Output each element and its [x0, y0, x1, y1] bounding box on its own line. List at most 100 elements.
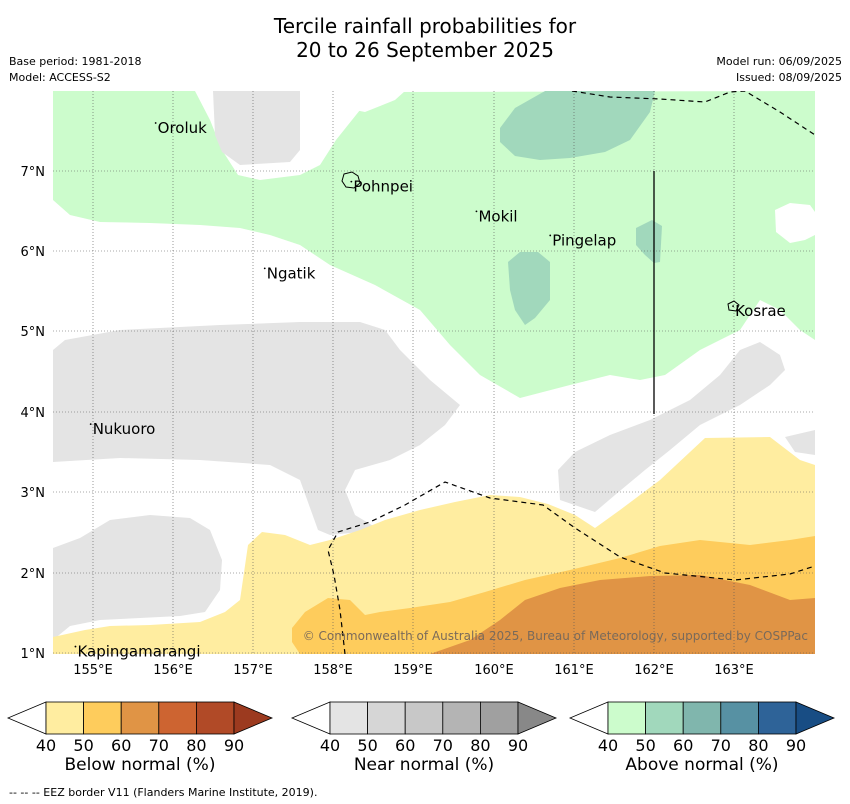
lon-tick-label: 163°E: [714, 663, 754, 678]
colorbar-tick-label: 80: [470, 736, 490, 755]
lon-tick-label: 162°E: [634, 663, 674, 678]
rainfall-map: Oroluk Pohnpei Ngatik Mokil Pingelap Kosrae Nu…: [21, 91, 815, 678]
colorbar-tick-label: 50: [635, 736, 655, 755]
near-normal-colorbar-label: Near normal (%): [353, 755, 495, 775]
colorbar-max-extend: [233, 701, 274, 735]
above-normal-colorbar-label: Above normal (%): [625, 755, 779, 775]
colorbar-swatch: [158, 701, 197, 735]
above-normal-white-gap-top: [340, 91, 405, 112]
colorbar-swatch: [367, 701, 406, 735]
lon-tick-label: 159°E: [393, 663, 433, 678]
graticule: [53, 91, 815, 654]
colorbar-tick-label: 70: [149, 736, 169, 755]
colorbar-swatch: [120, 701, 160, 735]
longitude-axis: 155°E 156°E 157°E 158°E 159°E 160°E 161°…: [73, 663, 754, 678]
place-label: Pingelap: [552, 231, 616, 249]
place-marker: [74, 645, 77, 648]
place-label: Kosrae: [735, 302, 786, 320]
latitude-axis: 1°N 2°N 3°N 4°N 5°N 6°N 7°N: [21, 165, 46, 662]
near-normal-west-region: [53, 322, 460, 535]
near-normal-north-region: [213, 91, 300, 165]
colorbar-min-extend: [568, 701, 609, 735]
colorbar-max-extend: [517, 701, 558, 735]
colorbar-tick-label: 90: [224, 736, 244, 755]
place-labels: Oroluk Pohnpei Ngatik Mokil Pingelap Kosrae Nu…: [74, 119, 786, 661]
map-title-line1: Tercile rainfall probabilities for: [273, 14, 577, 38]
near-normal-colorbar: 40 50 60 70 80 90: [290, 701, 558, 755]
colorbar-swatch: [758, 701, 797, 735]
above-normal-60-region-north: [500, 91, 655, 160]
lat-tick-label: 4°N: [21, 406, 46, 421]
colorbar-tick-label: 80: [748, 736, 768, 755]
eez-border: [327, 91, 815, 654]
kosrae-island-outline: [727, 300, 740, 312]
probability-fields: [53, 91, 815, 654]
place-marker: [350, 180, 353, 183]
below-normal-70-region: [430, 575, 815, 654]
colorbar-tick-label: 40: [598, 736, 618, 755]
colorbar-max-extend: [795, 701, 836, 735]
above-normal-colorbar: 40 50 60 70 80 90: [568, 701, 836, 755]
above-normal-60-region-east: [636, 220, 662, 263]
colorbar-swatch: [45, 701, 84, 735]
above-normal-60-region-mid: [508, 252, 550, 325]
model-run: Model run: 06/09/2025: [716, 55, 842, 68]
colorbar-tick-label: 70: [433, 736, 453, 755]
colorbar-swatch: [479, 701, 519, 735]
lat-tick-label: 6°N: [21, 245, 46, 260]
place-marker: [732, 305, 734, 308]
colorbar-swatch: [83, 701, 122, 735]
lat-tick-label: 7°N: [21, 165, 46, 180]
place-marker: [549, 234, 552, 237]
lat-tick-label: 1°N: [21, 647, 46, 662]
below-normal-colorbar-label: Below normal (%): [64, 755, 216, 775]
lon-tick-label: 160°E: [474, 663, 514, 678]
lat-tick-label: 3°N: [21, 486, 46, 501]
above-normal-white-notch: [775, 203, 815, 243]
colorbar-tick-label: 90: [786, 736, 806, 755]
place-label: Pohnpei: [353, 178, 413, 196]
below-normal-colorbar: 40 50 60 70 80 90: [6, 701, 274, 755]
near-normal-east-region: [558, 342, 785, 512]
place-marker: [475, 210, 478, 213]
colorbar-swatch: [329, 701, 368, 735]
colorbar-min-extend: [290, 701, 331, 735]
near-normal-southwest-region: [53, 515, 222, 640]
model-name: Model: ACCESS-S2: [9, 71, 111, 84]
colorbar-tick-label: 90: [508, 736, 528, 755]
colorbar-min-extend: [6, 701, 47, 735]
above-normal-50-region: [53, 91, 815, 398]
lon-tick-label: 161°E: [554, 663, 594, 678]
colorbar-tick-label: 70: [711, 736, 731, 755]
colorbar-swatch: [720, 701, 759, 735]
lon-tick-label: 155°E: [73, 663, 113, 678]
colorbar-swatch: [607, 701, 646, 735]
place-marker: [154, 122, 157, 124]
copyright-notice: © Commonwealth of Australia 2025, Bureau…: [303, 629, 808, 643]
near-normal-far-east-patch: [785, 430, 815, 455]
pohnpei-island-outline: [341, 171, 361, 189]
map-title-line2: 20 to 26 September 2025: [296, 38, 554, 62]
colorbar-tick-label: 60: [111, 736, 131, 755]
base-period: Base period: 1981-2018: [9, 55, 142, 68]
colorbar-swatch: [645, 701, 684, 735]
place-label: Ngatik: [267, 264, 316, 282]
lon-tick-label: 156°E: [153, 663, 193, 678]
lon-tick-label: 157°E: [233, 663, 273, 678]
issued-date: Issued: 08/09/2025: [735, 71, 842, 84]
colorbar-swatch: [442, 701, 481, 735]
place-label: Nukuoro: [93, 420, 156, 438]
colorbar-tick-label: 60: [395, 736, 415, 755]
place-label: Oroluk: [158, 119, 207, 137]
colorbar-swatch: [682, 701, 722, 735]
place-marker: [263, 267, 266, 270]
colorbar-tick-label: 40: [36, 736, 56, 755]
lat-tick-label: 5°N: [21, 325, 46, 340]
colorbar-tick-label: 60: [673, 736, 693, 755]
eez-footnote: -- -- -- EEZ border V11 (Flanders Marine…: [9, 786, 318, 799]
colorbar-tick-label: 50: [357, 736, 377, 755]
lat-tick-label: 2°N: [21, 567, 46, 582]
lon-tick-label: 158°E: [313, 663, 353, 678]
place-label: Kapingamarangi: [77, 643, 200, 661]
colorbar-tick-label: 50: [73, 736, 93, 755]
